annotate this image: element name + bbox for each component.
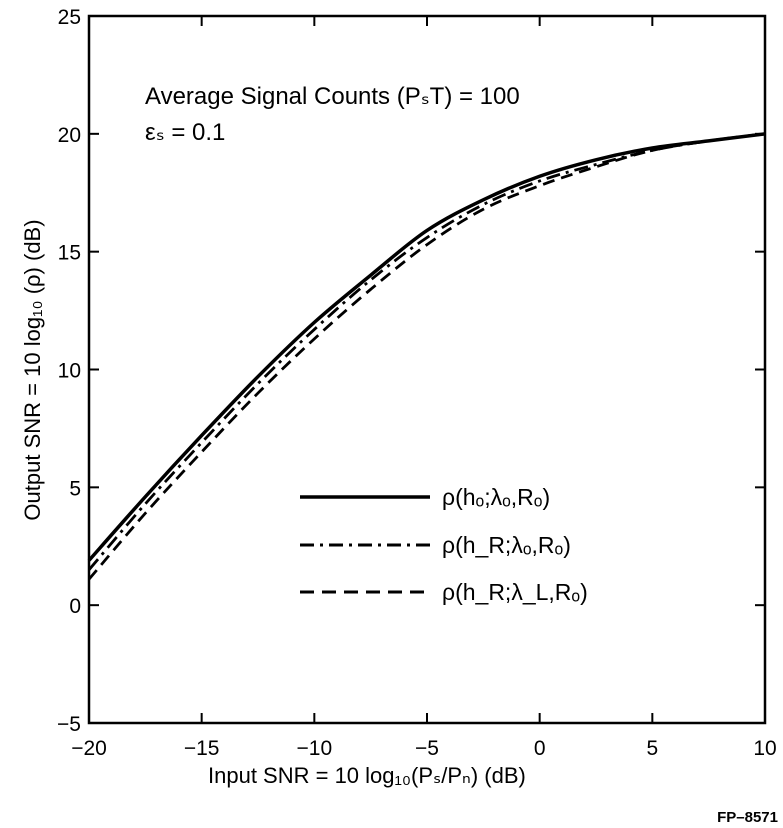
x-tick-label: 10 — [753, 737, 776, 760]
y-tick-label: 25 — [58, 6, 81, 29]
y-tick-label: 15 — [58, 242, 81, 265]
y-tick-label: 10 — [58, 360, 81, 383]
series-line-2 — [87, 132, 766, 571]
legend: ρ(hₒ;λₒ,Rₒ) ρ(h_R;λₒ,Rₒ) ρ(h_R;λ_L,Rₒ) — [300, 484, 588, 605]
x-tick-label: −5 — [415, 737, 439, 760]
x-tick-label: −10 — [297, 737, 333, 760]
annotation-signal-counts: Average Signal Counts (PₛT) = 100 — [145, 83, 520, 110]
y-tick-label: 20 — [58, 124, 81, 147]
x-tick-label: 0 — [534, 737, 546, 760]
series-line-1 — [87, 132, 766, 562]
x-axis-title: Input SNR = 10 log₁₀(Pₛ/Pₙ) (dB) — [208, 763, 526, 788]
series-line-3 — [87, 132, 766, 581]
legend-label-2: ρ(h_R;λₒ,Rₒ) — [442, 532, 571, 558]
y-axis-title: Output SNR = 10 log₁₀ (ρ) (dB) — [20, 219, 45, 520]
y-tick-label: −5 — [57, 713, 81, 736]
y-tick-label: 5 — [69, 477, 81, 500]
x-tick-label: 5 — [646, 737, 658, 760]
x-tick-label: −15 — [184, 737, 220, 760]
figure-code: FP–8571 — [717, 809, 778, 826]
annotation-epsilon: εₛ = 0.1 — [145, 119, 225, 146]
series-lines — [87, 132, 766, 581]
axis-ticks — [88, 15, 766, 724]
x-tick-label: −20 — [71, 737, 107, 760]
y-tick-label: 0 — [69, 595, 81, 618]
tick-labels: −20 −15 −10 −5 0 5 10 −5 0 5 10 15 20 25 — [57, 6, 777, 760]
legend-label-1: ρ(hₒ;λₒ,Rₒ) — [442, 484, 550, 510]
legend-label-3: ρ(h_R;λ_L,Rₒ) — [442, 579, 588, 605]
